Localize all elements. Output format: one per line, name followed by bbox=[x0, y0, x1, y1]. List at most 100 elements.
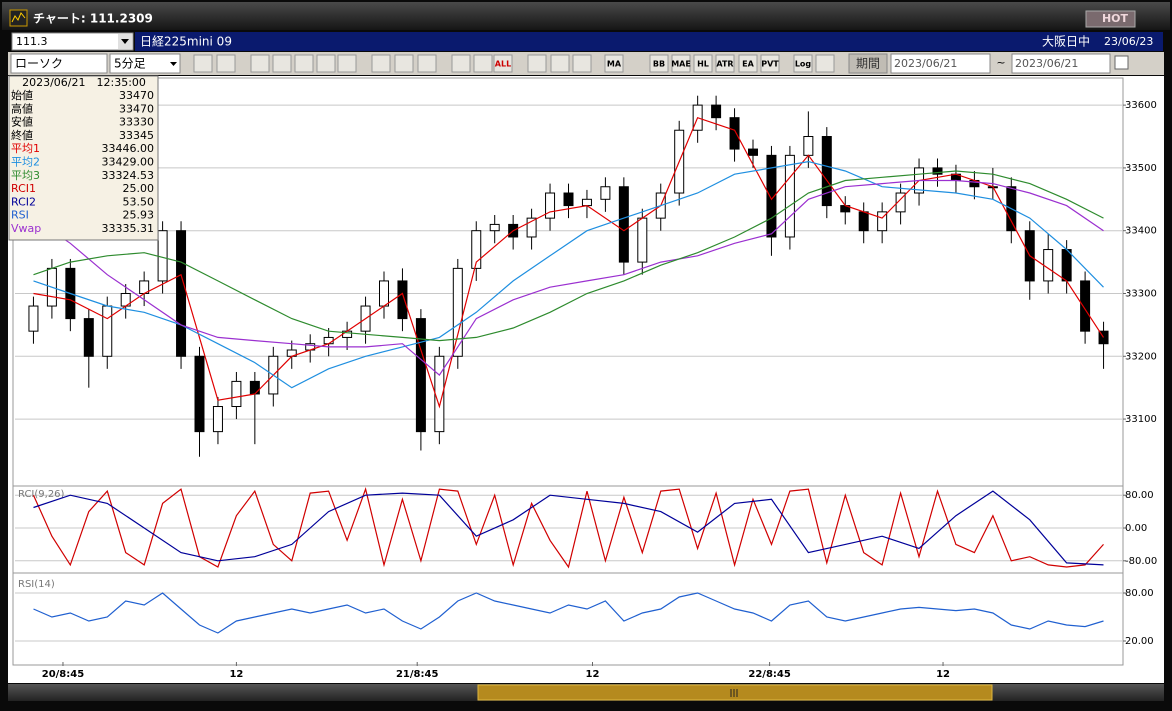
toolbar-button[interactable] bbox=[250, 54, 270, 73]
toolbar-button[interactable] bbox=[715, 54, 735, 73]
period-button[interactable] bbox=[848, 53, 888, 74]
interval-dropdown[interactable] bbox=[109, 53, 181, 74]
y-tick-label: 33200 bbox=[1125, 351, 1157, 362]
toolbar-button[interactable] bbox=[793, 54, 813, 73]
app-icon-glyph bbox=[11, 12, 26, 23]
info-label: RCI1 bbox=[11, 182, 36, 195]
candle-body bbox=[600, 186, 611, 200]
toolbar-icon[interactable]: EA bbox=[742, 60, 754, 69]
toolbar-button[interactable] bbox=[394, 54, 414, 73]
style-dropdown[interactable] bbox=[10, 53, 108, 74]
toolbar-icon[interactable]: HL bbox=[697, 60, 709, 69]
toolbar-button[interactable] bbox=[649, 54, 669, 73]
y-tick-label: 0.00 bbox=[1125, 523, 1147, 534]
info-value: 33446.00 bbox=[102, 142, 155, 155]
toolbar-button[interactable] bbox=[550, 54, 570, 73]
toolbar-icon[interactable]: PVT bbox=[761, 60, 779, 69]
candle-body bbox=[895, 192, 906, 213]
candle-body bbox=[489, 223, 500, 232]
info-label: 平均3 bbox=[11, 169, 40, 182]
candle-body bbox=[471, 230, 482, 269]
toolbar-button[interactable] bbox=[604, 54, 624, 73]
header-bar bbox=[135, 32, 1163, 51]
candle-body bbox=[83, 318, 94, 357]
candle-body bbox=[821, 136, 832, 207]
series-line bbox=[33, 490, 1104, 566]
y-tick-label: 33400 bbox=[1125, 226, 1157, 237]
chart-style[interactable]: ローソク bbox=[15, 57, 63, 71]
candle-body bbox=[581, 198, 592, 207]
candle-body bbox=[877, 211, 888, 232]
checkbox[interactable] bbox=[1114, 55, 1129, 70]
candle-body bbox=[323, 336, 334, 345]
x-tick-label: 22/8:45 bbox=[748, 669, 790, 680]
arrow-glyph bbox=[170, 62, 177, 66]
to-date[interactable]: 2023/06/21 bbox=[1015, 57, 1078, 70]
toolbar-button[interactable] bbox=[451, 54, 471, 73]
hot-button[interactable] bbox=[1085, 10, 1136, 28]
toolbar-icon[interactable]: MAE bbox=[671, 60, 691, 69]
toolbar-button[interactable] bbox=[738, 54, 758, 73]
candle-body bbox=[526, 217, 537, 238]
from-date-input[interactable] bbox=[890, 53, 991, 74]
info-label: RSI bbox=[11, 209, 29, 222]
panel-title: RSI(14) bbox=[18, 579, 55, 590]
candle-body bbox=[452, 267, 463, 357]
candle-body bbox=[1098, 330, 1109, 345]
scroll-thumb[interactable] bbox=[477, 684, 993, 701]
info-label: 始値 bbox=[11, 88, 33, 102]
candle-body bbox=[803, 136, 814, 156]
toolbar-button[interactable] bbox=[572, 54, 592, 73]
hot-label[interactable]: HOT bbox=[1102, 12, 1129, 25]
toolbar-button[interactable] bbox=[316, 54, 336, 73]
toolbar-icon[interactable]: Log bbox=[795, 60, 812, 69]
toolbar-button[interactable] bbox=[371, 54, 391, 73]
info-value: 53.50 bbox=[123, 195, 155, 208]
y-tick-label: 80.00 bbox=[1125, 490, 1154, 501]
toolbar-button[interactable] bbox=[272, 54, 292, 73]
instrument-name: 日経225mini 09 bbox=[140, 35, 232, 49]
candle-body bbox=[784, 154, 795, 238]
x-tick-label: 20/8:45 bbox=[42, 669, 84, 680]
series-line bbox=[33, 160, 1104, 389]
toolbar-button[interactable] bbox=[337, 54, 357, 73]
y-tick-label: 80.00 bbox=[1125, 588, 1154, 599]
code[interactable]: 111.3 bbox=[16, 35, 48, 48]
toolbar-icon[interactable]: MA bbox=[607, 60, 622, 69]
code-dropdown[interactable] bbox=[11, 32, 134, 51]
series-line bbox=[33, 170, 1104, 342]
candle-body bbox=[858, 211, 869, 232]
candle-body bbox=[748, 148, 758, 156]
toolbar-button[interactable] bbox=[216, 54, 236, 73]
interval[interactable]: 5分足 bbox=[114, 57, 146, 71]
from-date[interactable]: 2023/06/21 bbox=[894, 57, 957, 70]
toolbar-button[interactable] bbox=[294, 54, 314, 73]
market: 大阪日中 bbox=[1042, 34, 1090, 49]
y-tick-label: 33500 bbox=[1125, 163, 1157, 174]
candle-body bbox=[932, 167, 943, 175]
period-label[interactable]: 期間 bbox=[856, 57, 880, 71]
toolbar-button[interactable] bbox=[493, 54, 513, 73]
candle-body bbox=[729, 117, 740, 150]
toolbar-button[interactable] bbox=[760, 54, 780, 73]
toolbar-button[interactable] bbox=[671, 54, 691, 73]
toolbar-button[interactable] bbox=[693, 54, 713, 73]
toolbar-button[interactable] bbox=[527, 54, 547, 73]
x-tick-label: 12 bbox=[586, 669, 600, 680]
info-value: 33429.00 bbox=[102, 156, 155, 169]
y-tick-label: 33300 bbox=[1125, 288, 1157, 299]
info-label: 終値 bbox=[11, 128, 33, 142]
toolbar-icon[interactable]: BB bbox=[653, 60, 665, 69]
toolbar-icon[interactable]: ALL bbox=[495, 60, 511, 69]
candle-body bbox=[415, 318, 426, 433]
toolbar-button[interactable] bbox=[815, 54, 835, 73]
toolbar-icon[interactable]: ATR bbox=[716, 60, 733, 69]
to-date-input[interactable] bbox=[1011, 53, 1111, 74]
thumb-grip bbox=[730, 689, 738, 697]
toolbar-button[interactable] bbox=[473, 54, 493, 73]
series-line bbox=[33, 179, 1104, 376]
arrow-glyph bbox=[121, 39, 129, 44]
toolbar-button[interactable] bbox=[193, 54, 213, 73]
toolbar-button[interactable] bbox=[417, 54, 437, 73]
